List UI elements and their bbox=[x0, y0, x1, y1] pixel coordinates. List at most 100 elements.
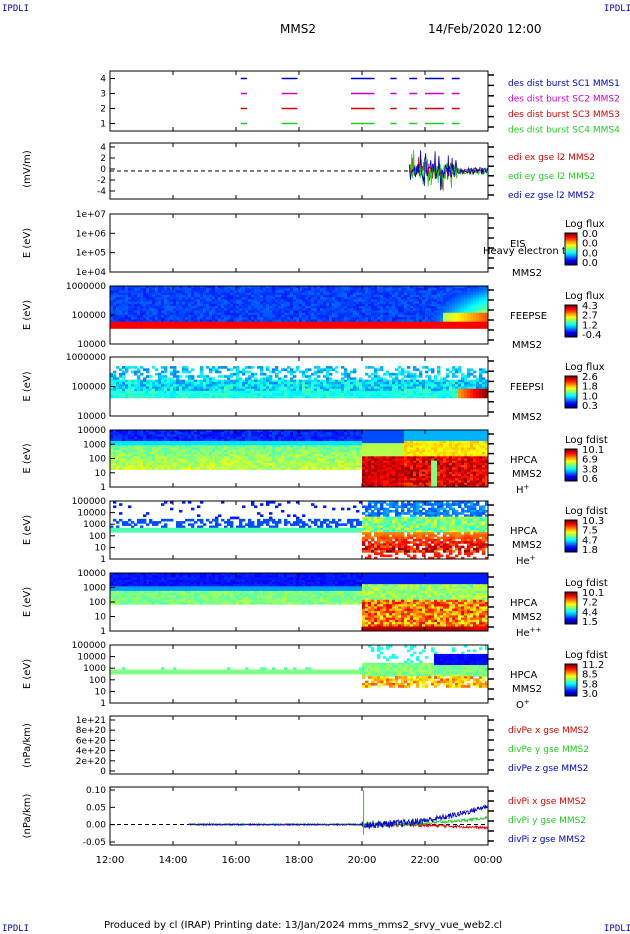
ytick-label-9-4: 2e+20 bbox=[76, 757, 107, 767]
colorbar-hpca_o bbox=[564, 663, 578, 697]
series-line-divpi-2 bbox=[188, 804, 489, 830]
mms-label-hpca_hepp: MMS2 bbox=[512, 612, 542, 623]
corner-label-top-left: IPDLI bbox=[2, 4, 30, 14]
ytick-label-8-1: 10000 bbox=[77, 653, 106, 663]
spectrogram-hpca_hepp bbox=[110, 573, 489, 632]
instrument-eis: EIS bbox=[510, 239, 526, 250]
ytick-label-6-5: 1 bbox=[100, 555, 106, 565]
xtick-label-1: 14:00 bbox=[159, 855, 188, 866]
colorbar-tick-hpca_hepp-1: 7.2 bbox=[582, 598, 598, 609]
legend-label-1-1: edi ey gse l2 MMS2 bbox=[508, 172, 595, 182]
colorbar-tick-feepse-1: 2.7 bbox=[582, 311, 598, 322]
colorbar-tick-hpca_o-2: 5.8 bbox=[582, 679, 598, 690]
colorbar-hpca_he bbox=[564, 519, 578, 553]
ytick-label-2-2: 1e+05 bbox=[76, 249, 106, 259]
ylabel-10: (nPa/km) bbox=[22, 794, 33, 839]
ytick-label-6-3: 100 bbox=[89, 532, 106, 542]
ytick-label-6-4: 10 bbox=[95, 543, 107, 553]
ytick-label-2-0: 1e+07 bbox=[76, 210, 106, 220]
colorbar-tick-eis-3: 0.0 bbox=[582, 258, 598, 269]
ytick-label-1-0: 4 bbox=[100, 143, 106, 153]
legend-label-1-2: edi ez gse l2 MMS2 bbox=[508, 191, 595, 201]
species-hpca_he: He+ bbox=[516, 554, 536, 567]
ytick-label-7-0: 10000 bbox=[77, 569, 106, 579]
ytick-label-6-0: 100000 bbox=[72, 497, 107, 507]
spectrogram-feepse bbox=[110, 286, 489, 329]
series-line-edi-2 bbox=[408, 150, 489, 191]
colorbar-tick-feepsi-2: 1.0 bbox=[582, 391, 598, 402]
ytick-label-10-0: 0.10 bbox=[86, 786, 106, 796]
instrument-hpca_h: HPCA bbox=[510, 455, 538, 466]
legend-label-0-3: des dist burst SC4 MMS4 bbox=[508, 126, 620, 136]
species-hpca_o: O+ bbox=[516, 698, 530, 711]
instrument-feepse: FEEPSE bbox=[510, 311, 547, 322]
ylabel-5: E (eV) bbox=[22, 443, 33, 473]
ylabel-8: E (eV) bbox=[22, 659, 33, 689]
ytick-label-8-4: 10 bbox=[95, 687, 107, 697]
ytick-label-9-2: 6e+20 bbox=[76, 736, 107, 746]
colorbar-title-hpca_he: Log fdist bbox=[565, 506, 608, 517]
ytick-label-4-1: 100000 bbox=[72, 383, 107, 393]
species-hpca_hepp: He++ bbox=[516, 626, 542, 639]
footer-credits: Produced by cl (IRAP) Printing date: 13/… bbox=[104, 920, 503, 931]
ylabel-7: E (eV) bbox=[22, 587, 33, 617]
ylabel-3: E (eV) bbox=[22, 300, 33, 330]
colorbar-tick-hpca_hepp-0: 10.1 bbox=[582, 588, 604, 599]
colorbar-title-eis: Log flux bbox=[565, 219, 605, 230]
legend-label-0-0: des dist burst SC1 MMS1 bbox=[508, 79, 620, 89]
colorbar-tick-hpca_h-2: 3.8 bbox=[582, 464, 598, 475]
ytick-label-4-0: 1000000 bbox=[66, 353, 106, 363]
colorbar-title-hpca_hepp: Log fdist bbox=[565, 578, 608, 589]
legend-label-10-1: divPi y gse MMS2 bbox=[508, 816, 586, 826]
instrument-hpca_he: HPCA bbox=[510, 526, 538, 537]
xtick-label-4: 20:00 bbox=[348, 855, 377, 866]
colorbar-title-feepsi: Log flux bbox=[565, 362, 605, 373]
colorbar-tick-hpca_he-2: 4.7 bbox=[582, 535, 598, 546]
ytick-label-6-1: 10000 bbox=[77, 509, 106, 519]
colorbar-hpca_h bbox=[564, 448, 578, 482]
colorbar-tick-hpca_he-1: 7.5 bbox=[582, 526, 598, 537]
legend-label-10-2: divPi z gse MMS2 bbox=[508, 835, 585, 845]
corner-label-bottom-left: IPDLI bbox=[2, 924, 30, 934]
colorbar-tick-hpca_h-1: 6.9 bbox=[582, 455, 598, 466]
legend-label-9-1: divPe y gse MMS2 bbox=[508, 745, 589, 755]
colorbar-tick-hpca_o-0: 11.2 bbox=[582, 660, 604, 671]
corner-label-bottom-right: IPDLI bbox=[604, 924, 630, 934]
ytick-label-1-4: -4 bbox=[97, 187, 106, 197]
mms-label-hpca_o: MMS2 bbox=[512, 684, 542, 695]
xtick-label-5: 22:00 bbox=[411, 855, 440, 866]
mms-label-hpca_h: MMS2 bbox=[512, 469, 542, 480]
ytick-label-2-3: 1e+04 bbox=[76, 268, 107, 278]
colorbar-tick-feepse-3: -0.4 bbox=[582, 330, 602, 341]
xtick-label-0: 12:00 bbox=[96, 855, 125, 866]
ytick-label-0-0: 4 bbox=[100, 75, 106, 85]
ytick-label-0-1: 3 bbox=[100, 90, 106, 100]
ytick-label-5-2: 100 bbox=[89, 455, 106, 465]
colorbar-tick-eis-0: 0.0 bbox=[582, 229, 598, 240]
spectrogram-hpca_o bbox=[110, 645, 489, 688]
colorbar-title-hpca_h: Log fdist bbox=[565, 435, 608, 446]
legend-label-9-0: divPe x gse MMS2 bbox=[508, 726, 589, 736]
instrument-hpca_hepp: HPCA bbox=[510, 598, 538, 609]
ytick-label-3-1: 100000 bbox=[72, 311, 107, 321]
colorbar-tick-hpca_hepp-3: 1.5 bbox=[582, 617, 598, 628]
xtick-label-2: 16:00 bbox=[222, 855, 251, 866]
colorbar-tick-hpca_h-0: 10.1 bbox=[582, 445, 604, 456]
header-datetime: 14/Feb/2020 12:00 bbox=[428, 22, 542, 36]
ytick-label-3-0: 1000000 bbox=[66, 282, 106, 292]
panel-frame-divpi bbox=[109, 786, 489, 846]
ytick-label-1-1: 2 bbox=[100, 154, 106, 164]
colorbar-title-feepse: Log flux bbox=[565, 291, 605, 302]
spectrogram-hpca_h bbox=[110, 430, 489, 488]
panel-frame-burst bbox=[109, 70, 489, 132]
ytick-label-10-2: 0.00 bbox=[86, 821, 106, 831]
ytick-label-8-0: 100000 bbox=[72, 641, 107, 651]
colorbar-tick-feepsi-3: 0.3 bbox=[582, 401, 598, 412]
legend-label-1-0: edi ex gse l2 MMS2 bbox=[508, 153, 595, 163]
ytick-label-9-3: 4e+20 bbox=[76, 747, 107, 757]
panel-frame-eis bbox=[109, 213, 489, 273]
ytick-label-10-1: 0.05 bbox=[86, 803, 106, 813]
ytick-label-3-2: 10000 bbox=[77, 340, 106, 350]
ylabel-1: (mV/m) bbox=[22, 150, 33, 188]
